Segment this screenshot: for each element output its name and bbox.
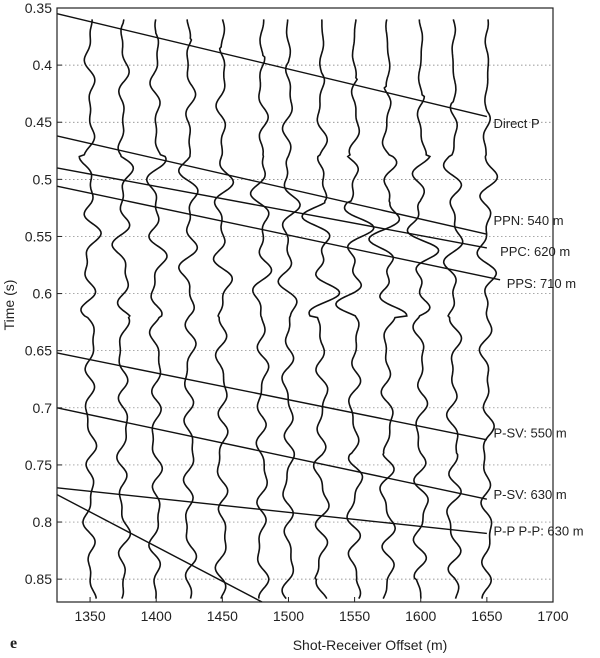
event-lines-layer bbox=[56, 13, 501, 603]
plot-frame bbox=[56, 7, 554, 603]
event-label: Direct P bbox=[493, 116, 539, 131]
seismic-trace bbox=[146, 19, 168, 599]
x-tick-label: 1450 bbox=[207, 608, 238, 624]
seismic-trace bbox=[442, 19, 464, 599]
y-axis-title: Time (s) bbox=[1, 280, 17, 331]
seismic-trace bbox=[301, 19, 341, 600]
x-tick-label: 1650 bbox=[471, 608, 502, 624]
seismic-trace bbox=[212, 19, 235, 599]
event-line bbox=[56, 487, 487, 535]
x-axis-title: Shot-Receiver Offset (m) bbox=[293, 637, 448, 653]
event-line bbox=[56, 352, 488, 441]
event-label: PPS: 710 m bbox=[507, 276, 576, 291]
event-line bbox=[56, 135, 488, 235]
y-tick-label: 0.4 bbox=[33, 57, 53, 73]
x-tick-label: 1600 bbox=[405, 608, 436, 624]
y-tick-label: 0.85 bbox=[25, 571, 52, 587]
y-tick-label: 0.6 bbox=[33, 286, 53, 302]
y-tick-label: 0.45 bbox=[25, 114, 52, 130]
event-label: P-SV: 550 m bbox=[493, 426, 566, 441]
seismic-trace bbox=[111, 19, 135, 599]
y-tick-label: 0.8 bbox=[33, 514, 53, 530]
ticks-layer: 0.35 0.4 0.45 0.5 0.55 0.6 0.65 0.7 0.75 0.8 0.85 1… bbox=[25, 0, 569, 624]
seismic-trace bbox=[335, 19, 375, 599]
grid-layer bbox=[57, 7, 553, 580]
seismic-trace bbox=[368, 19, 408, 599]
event-label: PPC: 620 m bbox=[500, 244, 570, 259]
panel-label: e bbox=[10, 635, 17, 652]
y-tick-label: 0.75 bbox=[25, 457, 52, 473]
event-label: P-P P-P: 630 m bbox=[493, 524, 583, 539]
seismic-trace bbox=[78, 19, 102, 599]
event-line bbox=[56, 13, 488, 118]
seismic-trace bbox=[406, 19, 440, 599]
event-line bbox=[56, 185, 501, 281]
seismic-trace bbox=[277, 19, 301, 600]
x-tick-label: 1500 bbox=[273, 608, 304, 624]
x-tick-label: 1400 bbox=[141, 608, 172, 624]
x-tick-label: 1550 bbox=[339, 608, 370, 624]
event-label: P-SV: 630 m bbox=[493, 487, 566, 502]
y-tick-label: 0.55 bbox=[25, 228, 52, 244]
x-tick-label: 1350 bbox=[74, 608, 105, 624]
seismic-trace bbox=[177, 19, 199, 599]
y-tick-label: 0.35 bbox=[25, 0, 52, 16]
event-line bbox=[56, 407, 488, 500]
y-tick-label: 0.7 bbox=[33, 400, 53, 416]
seismic-trace bbox=[476, 19, 499, 599]
event-line bbox=[56, 167, 487, 249]
event-label: PPN: 540 m bbox=[493, 213, 563, 228]
seismic-trace bbox=[249, 19, 273, 599]
event-line bbox=[56, 494, 263, 603]
annotations-layer: Direct P PPN: 540 m PPC: 620 m PPS: 710 m P-… bbox=[493, 116, 583, 539]
y-tick-label: 0.5 bbox=[33, 171, 53, 187]
y-tick-label: 0.65 bbox=[25, 343, 52, 359]
x-tick-label: 1700 bbox=[537, 608, 568, 624]
